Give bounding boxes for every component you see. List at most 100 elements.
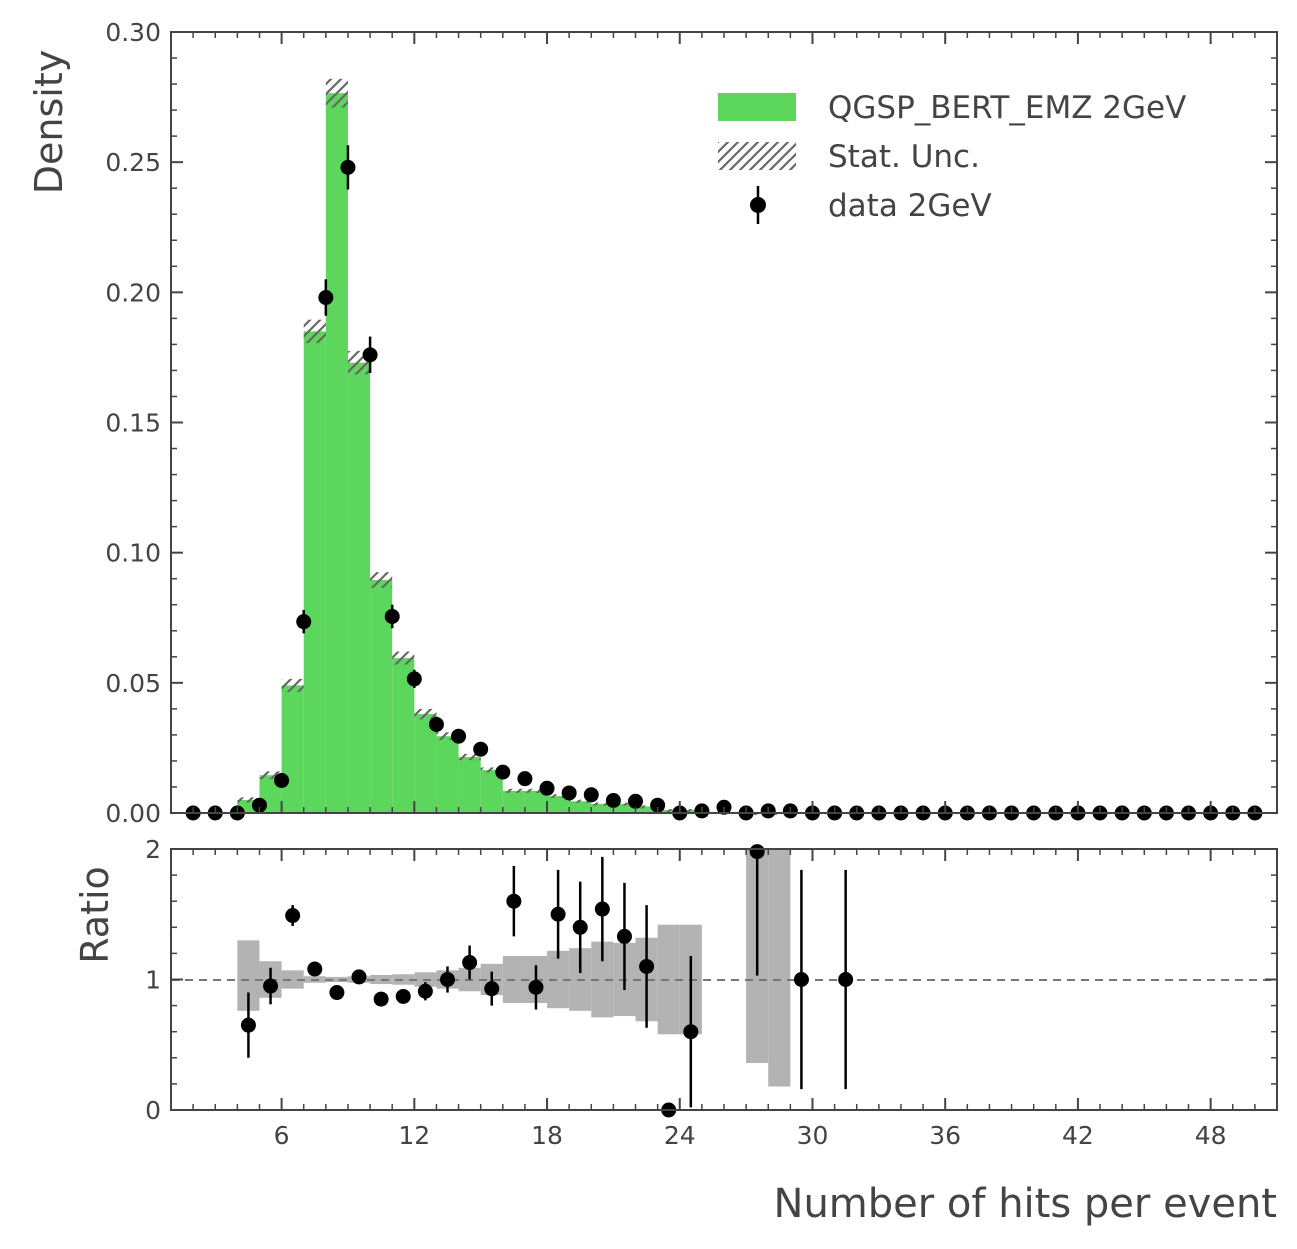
- ratio-point: [395, 988, 411, 1004]
- data-point: [650, 797, 666, 813]
- mc-bar: [635, 806, 658, 813]
- y-tick-label: 0.10: [105, 539, 161, 568]
- stat-unc-band: [414, 708, 437, 720]
- stat-unc-band: [480, 767, 503, 773]
- stat-unc-band: [679, 809, 702, 813]
- stat-unc-band: [524, 788, 548, 793]
- ratio-point: [572, 919, 588, 935]
- data-point: [274, 772, 290, 788]
- data-point: [628, 793, 644, 809]
- ratio-point: [440, 972, 455, 987]
- x-tick-label: 12: [398, 1121, 430, 1150]
- y-tick-label: 0.00: [105, 799, 161, 828]
- stat-unc-band: [325, 78, 348, 108]
- mc-bar: [370, 580, 393, 813]
- mc-bar: [502, 790, 525, 813]
- x-tick-label: 18: [531, 1121, 563, 1150]
- mc-bar: [303, 331, 326, 813]
- data-point: [495, 764, 511, 780]
- ratio-point: [484, 981, 500, 997]
- ratio-panel: 012 6 12 18 24 30 36 42 48 Ratio Number of hits…: [73, 835, 1278, 1227]
- stat-unc-band: [370, 572, 393, 588]
- stat-unc-band: [569, 799, 592, 803]
- stat-unc-band: [591, 802, 614, 806]
- stat-unc-band: [635, 805, 658, 809]
- data-point: [517, 771, 533, 787]
- ratio-band-bin: [237, 940, 260, 1011]
- ratio-point: [506, 893, 522, 909]
- data-point: [406, 671, 422, 687]
- ratio-point: [351, 969, 367, 985]
- y-tick-label: 0.15: [105, 409, 161, 438]
- ratio-point: [240, 1017, 256, 1033]
- ratio-points: [240, 844, 854, 1118]
- y-tick-label: 0.30: [105, 18, 161, 47]
- mc-bar: [414, 714, 437, 813]
- data-point: [296, 614, 312, 630]
- ratio-point: [616, 928, 632, 944]
- stat-unc-band: [502, 788, 525, 793]
- ratio-point: [263, 978, 279, 994]
- ratio-point: [639, 958, 655, 974]
- x-axis-label: Number of hits per event: [774, 1181, 1277, 1227]
- stat-unc-band: [436, 732, 459, 741]
- mc-bar: [436, 736, 459, 813]
- data-point: [362, 347, 378, 363]
- mc-bar: [325, 93, 348, 813]
- y-tick-label: 0.05: [105, 669, 161, 698]
- mc-bar: [347, 362, 371, 813]
- mc-bar: [524, 790, 548, 813]
- stat-unc-band: [303, 319, 326, 344]
- stat-unc-band: [458, 753, 481, 761]
- legend: QGSP_BERT_EMZ 2GeV Stat. Unc. data 2GeV: [718, 90, 1186, 224]
- ratio-band-bin: [281, 970, 304, 989]
- ratio-band-bin: [768, 849, 791, 1087]
- data-point: [451, 728, 467, 744]
- main-frame: [170, 31, 1278, 814]
- mc-bar: [458, 757, 481, 813]
- stat-unc-hatch: [237, 78, 791, 815]
- ratio-y-tick-label: 2: [145, 835, 161, 864]
- mc-bar: [480, 770, 503, 813]
- ratio-point: [307, 961, 323, 977]
- legend-marker-data: [750, 197, 766, 213]
- mc-bar: [392, 658, 415, 813]
- legend-label-stat-unc: Stat. Unc.: [828, 139, 980, 175]
- ratio-y-axis-label: Ratio: [73, 866, 117, 964]
- legend-swatch-mc: [718, 93, 796, 121]
- data-point: [583, 787, 599, 803]
- mc-bar: [591, 803, 614, 813]
- stat-unc-band: [392, 651, 415, 665]
- mc-bar: [547, 796, 570, 813]
- x-tick-label: 48: [1195, 1121, 1227, 1150]
- x-tick-label: 6: [274, 1121, 290, 1150]
- ratio-point: [749, 844, 765, 860]
- y-tick-label: 0.25: [105, 148, 161, 177]
- main-panel: 0.00 0.05 0.10 0.15 0.20 0.25 0.30 Density QGS…: [27, 18, 1278, 828]
- ratio-band-bin: [392, 974, 415, 985]
- x-tick-label: 24: [664, 1121, 696, 1150]
- ratio-frame: [170, 848, 1278, 1111]
- mc-histogram: [237, 93, 791, 813]
- stat-unc-band: [281, 678, 304, 692]
- data-point: [473, 741, 489, 757]
- data-point: [428, 716, 444, 732]
- ratio-y-tick-label: 1: [145, 966, 161, 995]
- ratio-point: [462, 955, 478, 971]
- legend-swatch-stat-unc: [718, 142, 796, 170]
- stat-unc-band: [613, 802, 636, 806]
- stat-unc-band: [547, 794, 570, 798]
- ratio-point: [528, 979, 544, 995]
- x-tick-label: 36: [929, 1121, 961, 1150]
- stat-unc-band: [259, 771, 282, 780]
- x-tick-label: 42: [1062, 1121, 1094, 1150]
- mc-bar: [281, 685, 304, 813]
- legend-label-data: data 2GeV: [828, 188, 992, 224]
- y-tick-label: 0.20: [105, 278, 161, 307]
- ratio-point: [550, 906, 566, 922]
- ratio-point: [683, 1024, 699, 1040]
- mc-bar: [569, 801, 592, 813]
- mc-bar: [613, 803, 636, 813]
- ratio-x-tick-labels: 6 12 18 24 30 36 42 48: [274, 1121, 1227, 1150]
